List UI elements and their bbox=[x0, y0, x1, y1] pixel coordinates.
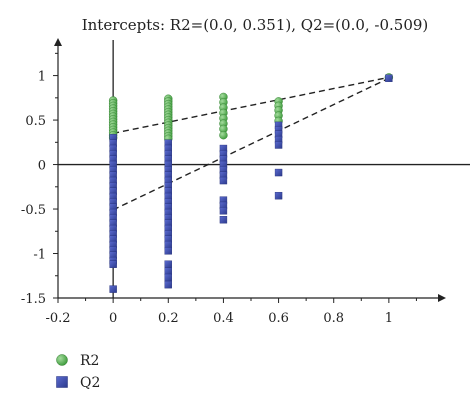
q2-point bbox=[274, 191, 283, 200]
regression-line-r2 bbox=[113, 76, 389, 135]
y-tick-label: 1 bbox=[38, 70, 46, 85]
x-tick-label: 0 bbox=[109, 311, 117, 326]
q2-point bbox=[385, 74, 393, 82]
q2-point bbox=[219, 207, 228, 215]
y-tick-label: 0 bbox=[38, 159, 46, 174]
q2-point bbox=[109, 260, 117, 268]
legend-marker-r2 bbox=[56, 354, 68, 366]
y-tick-label: 0.5 bbox=[25, 114, 46, 129]
regression-lines bbox=[112, 76, 390, 211]
legend-label-r2: R2 bbox=[80, 353, 99, 369]
q2-point bbox=[109, 285, 117, 293]
x-tick-label: 0.2 bbox=[158, 311, 179, 326]
q2-point bbox=[164, 240, 172, 249]
q2-point bbox=[164, 273, 172, 282]
q2-point bbox=[164, 267, 172, 276]
data-points bbox=[108, 73, 394, 293]
q2-point bbox=[164, 247, 172, 255]
y-tick-label: -1.5 bbox=[21, 292, 46, 307]
x-tick-label: 0.4 bbox=[213, 311, 234, 326]
x-tick-label: 1 bbox=[385, 311, 393, 326]
x-tick-label: 0.8 bbox=[323, 311, 344, 326]
y-tick-label: -1 bbox=[33, 248, 46, 263]
q2-point bbox=[164, 260, 172, 268]
r2-point bbox=[219, 130, 228, 140]
y-tick-label: -0.5 bbox=[21, 203, 46, 218]
regression-line-q2 bbox=[112, 77, 390, 211]
q2-point bbox=[164, 280, 172, 289]
x-tick-label: 0.6 bbox=[268, 311, 289, 326]
chart-title: Intercepts: R2=(0.0, 0.351), Q2=(0.0, -0… bbox=[82, 16, 429, 34]
legend-marker-q2 bbox=[56, 376, 68, 388]
q2-point bbox=[219, 176, 228, 185]
q2-point bbox=[274, 141, 283, 149]
q2-point bbox=[219, 216, 228, 224]
axis-ticks: -0.2 0 0.2 0.4 0.6 0.8 1 -1.5 -1 -0.5 0 0.5 1 bbox=[21, 52, 417, 326]
x-tick-label: -0.2 bbox=[45, 311, 70, 326]
x-axis-arrow bbox=[438, 294, 446, 302]
y-axis-arrow bbox=[54, 38, 62, 46]
q2-point bbox=[274, 168, 283, 177]
legend-label-q2: Q2 bbox=[80, 375, 100, 391]
